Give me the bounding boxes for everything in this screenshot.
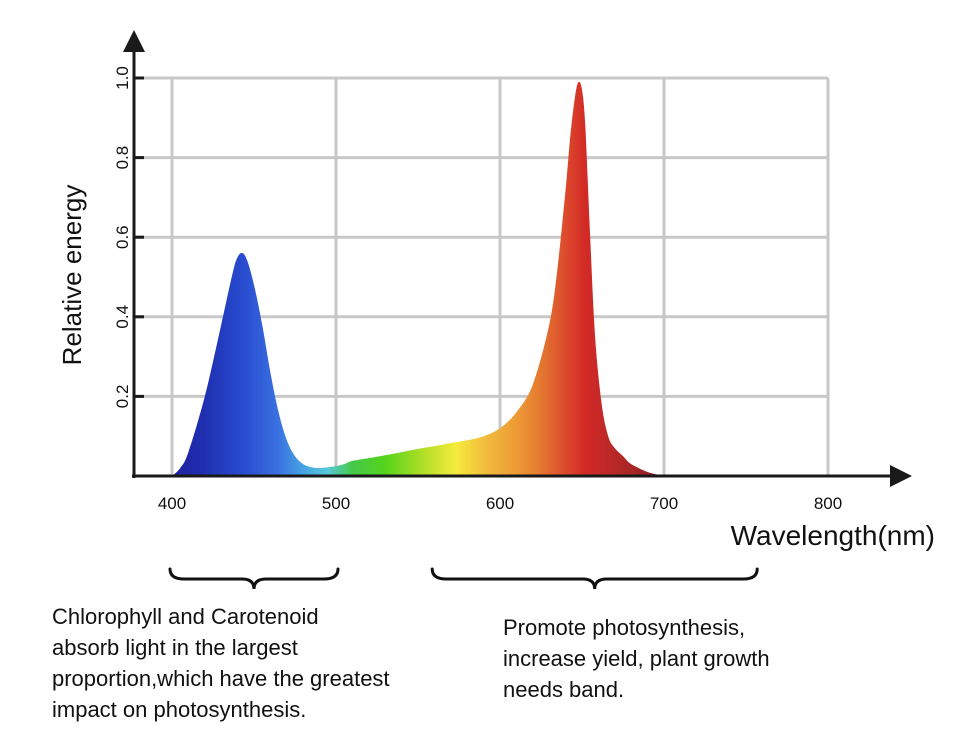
- annotation-right: Promote photosynthesis, increase yield, p…: [503, 612, 770, 705]
- x-tick-label-800: 800: [814, 494, 842, 513]
- series-layer: [172, 81, 664, 477]
- y-tick-label-0.6: 0.6: [113, 225, 132, 249]
- y-tick-label-1: 1.0: [113, 66, 132, 90]
- brace-right: [430, 567, 759, 590]
- x-tick-labels: 400 500 600 700 800: [158, 494, 842, 513]
- y-tick-label-0.8: 0.8: [113, 146, 132, 170]
- annotation-right-line-2: increase yield, plant growth: [503, 646, 770, 671]
- annotation-right-line-3: needs band.: [503, 677, 625, 702]
- annotation-left: Chlorophyll and Carotenoid absorb light i…: [52, 601, 390, 725]
- y-tick-label-0.4: 0.4: [113, 305, 132, 329]
- y-tick-label-0.2: 0.2: [113, 385, 132, 409]
- spectrum-area: [172, 81, 664, 477]
- x-axis-arrow: [890, 465, 912, 487]
- y-tick-labels: 0.2 0.4 0.6 0.8 1.0: [113, 66, 132, 408]
- x-tick-label-400: 400: [158, 494, 186, 513]
- x-axis-title: Wavelength(nm): [731, 520, 935, 551]
- annotation-right-line-1: Promote photosynthesis,: [503, 615, 746, 640]
- annotation-left-line-1: Chlorophyll and Carotenoid: [52, 604, 319, 629]
- x-tick-label-600: 600: [486, 494, 514, 513]
- x-tick-label-700: 700: [650, 494, 678, 513]
- y-axis-arrow: [123, 30, 145, 52]
- annotation-left-line-4: impact on photosynthesis.: [52, 697, 307, 722]
- y-axis-title: Relative energy: [57, 185, 87, 366]
- annotation-left-line-2: absorb light in the largest: [52, 635, 298, 660]
- brace-left: [168, 567, 340, 590]
- annotation-left-line-3: proportion,which have the greatest: [52, 666, 390, 691]
- braces: [168, 567, 759, 590]
- x-tick-label-500: 500: [322, 494, 350, 513]
- axes: [123, 30, 912, 487]
